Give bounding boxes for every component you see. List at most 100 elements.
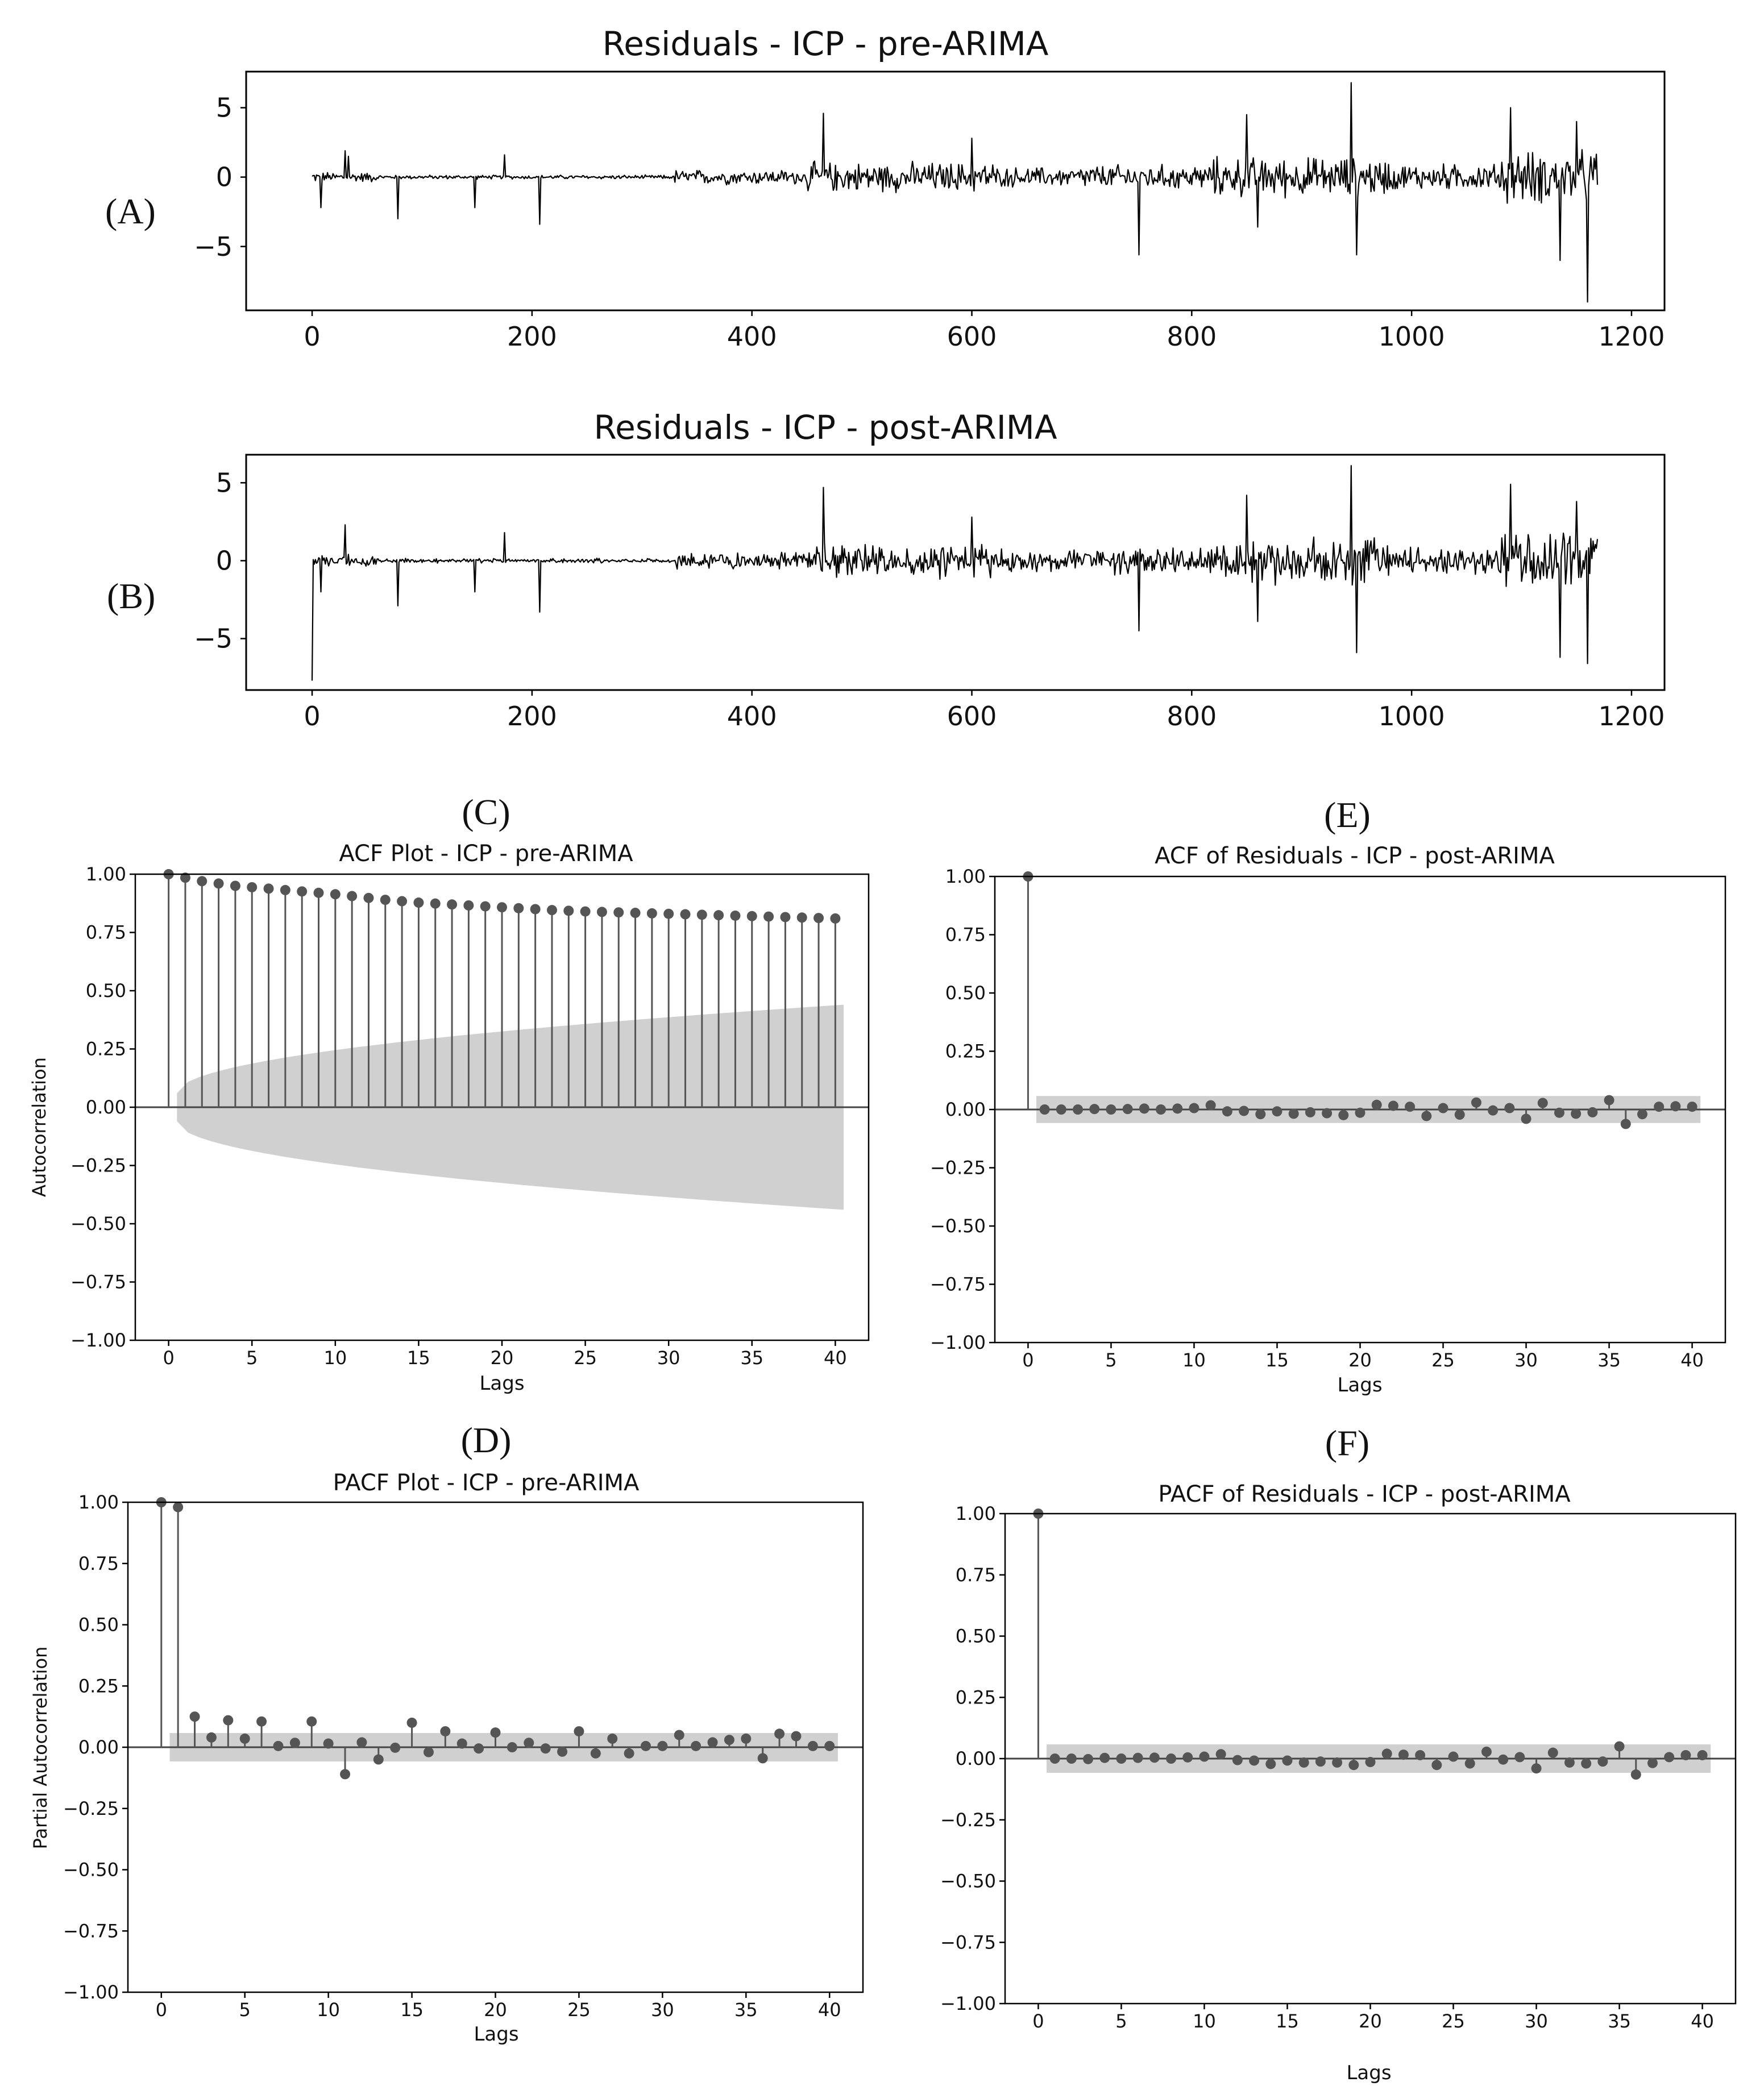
stem-marker xyxy=(1398,1750,1409,1760)
x-tick-label: 40 xyxy=(818,1999,841,2021)
x-tick-label: 5 xyxy=(1105,1349,1116,1371)
y-tick-label: 0.50 xyxy=(78,1614,119,1636)
chart-title: Residuals - ICP - pre-ARIMA xyxy=(603,24,1049,63)
stem-marker xyxy=(173,1502,184,1512)
stem-marker xyxy=(624,1748,634,1759)
x-axis-label: Lags xyxy=(1337,1374,1382,1397)
stem-marker xyxy=(1322,1108,1333,1119)
stem-marker xyxy=(1620,1119,1631,1129)
stem-marker xyxy=(663,908,674,919)
stem-marker xyxy=(630,908,641,919)
stem-marker xyxy=(1431,1760,1442,1771)
x-tick-label: 15 xyxy=(1265,1349,1289,1371)
stem-marker xyxy=(263,883,274,894)
stem-marker xyxy=(1654,1102,1665,1112)
stem-marker xyxy=(1239,1106,1250,1116)
stem-marker xyxy=(507,1742,517,1752)
stem-marker xyxy=(1083,1753,1094,1764)
stem-marker xyxy=(741,1733,752,1744)
y-tick-label: −0.50 xyxy=(930,1215,986,1237)
stem-marker xyxy=(280,884,290,895)
stem-marker xyxy=(580,906,591,917)
stem-marker xyxy=(1199,1751,1210,1762)
stem-marker xyxy=(1066,1753,1077,1764)
stem-marker xyxy=(390,1742,401,1753)
stem-marker xyxy=(347,891,358,901)
chart-pacf-pre-arima: PACF Plot - ICP - pre-ARIMA Partial Auto… xyxy=(30,1470,864,2046)
y-tick-label: 0.00 xyxy=(86,1096,126,1118)
stem-marker xyxy=(1697,1750,1708,1760)
stem-marker xyxy=(830,913,841,924)
stem-marker xyxy=(1604,1095,1614,1106)
stem-marker xyxy=(1514,1752,1525,1763)
x-axis-label: Lags xyxy=(479,1372,524,1395)
x-tick-label: 15 xyxy=(400,1999,424,2021)
stem-marker xyxy=(397,896,408,907)
stem-marker xyxy=(1099,1752,1110,1763)
x-tick-label: 15 xyxy=(407,1347,430,1369)
y-tick-label: −0.75 xyxy=(63,1920,119,1942)
x-tick-label: 30 xyxy=(1525,2010,1548,2032)
y-tick-label: −1.00 xyxy=(930,1332,986,1353)
x-tick-label: 5 xyxy=(1115,2010,1127,2032)
stem-marker xyxy=(1365,1757,1376,1768)
y-tick-label: 0.50 xyxy=(956,1626,996,1647)
stem-marker xyxy=(306,1716,317,1727)
stem-marker xyxy=(1149,1752,1160,1763)
stem-marker xyxy=(380,895,391,905)
stem-marker xyxy=(297,886,308,897)
x-tick-label: 600 xyxy=(947,701,997,732)
x-tick-label: 35 xyxy=(734,1999,758,2021)
x-axis-label: Lags xyxy=(1346,2062,1391,2084)
x-tick-label: 20 xyxy=(1359,2010,1382,2032)
x-tick-label: 40 xyxy=(1680,1349,1704,1371)
stem-marker xyxy=(197,876,207,887)
y-tick-label: 5 xyxy=(216,93,233,123)
stem-marker xyxy=(1305,1107,1315,1117)
y-tick-label: −0.75 xyxy=(70,1271,126,1293)
x-tick-label: 10 xyxy=(1182,1349,1206,1371)
x-tick-label: 5 xyxy=(239,1999,251,2021)
y-tick-label: −5 xyxy=(194,231,233,262)
y-tick-label: 0.75 xyxy=(956,1564,996,1586)
stem-marker xyxy=(363,892,374,903)
stem-marker xyxy=(574,1726,584,1736)
stem-marker xyxy=(456,1738,467,1749)
y-tick-label: −0.25 xyxy=(70,1155,126,1177)
stem-marker xyxy=(440,1726,451,1736)
stem-marker xyxy=(247,882,258,892)
y-tick-label: −1.00 xyxy=(940,1993,996,2014)
x-tick-label: 0 xyxy=(304,701,320,732)
y-tick-label: 0.50 xyxy=(86,980,126,1002)
stem-marker xyxy=(1332,1757,1343,1768)
stem-marker xyxy=(1687,1102,1697,1112)
stem-marker xyxy=(1664,1752,1675,1763)
y-tick-label: 5 xyxy=(216,467,233,498)
stem-marker xyxy=(1630,1769,1641,1780)
y-tick-label: 1.00 xyxy=(945,866,986,887)
stem-marker xyxy=(1614,1741,1625,1752)
x-tick-label: 0 xyxy=(156,1999,167,2021)
stem-marker xyxy=(1056,1104,1066,1115)
x-tick-label: 40 xyxy=(824,1347,847,1369)
x-tick-label: 600 xyxy=(947,321,997,352)
stem-marker xyxy=(1315,1756,1326,1767)
stem-marker xyxy=(1172,1103,1183,1114)
stem-marker xyxy=(1166,1753,1177,1764)
stem-marker xyxy=(1106,1104,1116,1115)
stem-marker xyxy=(206,1732,217,1743)
x-tick-label: 1000 xyxy=(1379,701,1445,732)
stem-marker xyxy=(1547,1747,1558,1758)
stem-marker xyxy=(490,1727,501,1738)
plot-frame xyxy=(1004,1512,1737,2005)
x-tick-label: 30 xyxy=(657,1347,680,1369)
stem-marker xyxy=(1504,1103,1515,1113)
plot-frame xyxy=(245,70,1666,311)
stem-marker xyxy=(1249,1755,1260,1766)
x-tick-label: 10 xyxy=(1193,2010,1216,2032)
y-tick-label: 0 xyxy=(216,162,233,193)
stem-marker xyxy=(256,1716,267,1727)
stem-marker xyxy=(289,1738,300,1748)
x-tick-label: 35 xyxy=(740,1347,763,1369)
